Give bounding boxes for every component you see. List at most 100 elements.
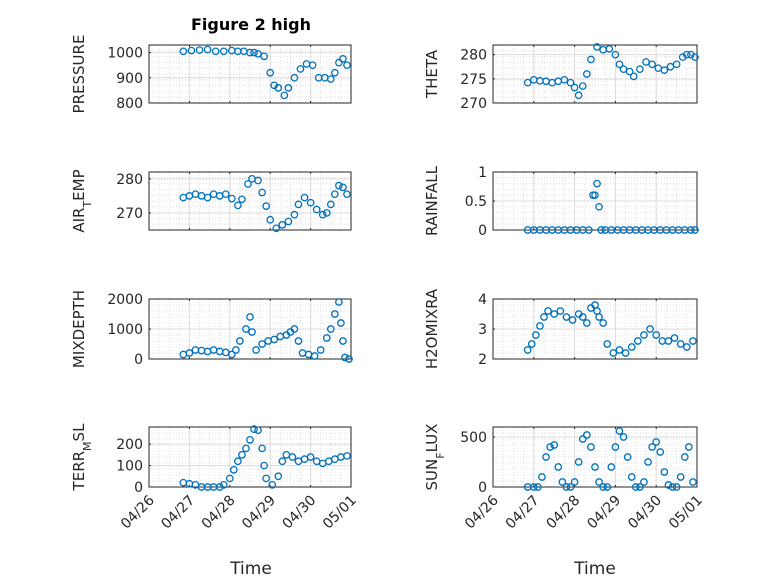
data-point — [343, 61, 351, 70]
data-point — [648, 60, 656, 69]
x-tick-label: 04/27 — [503, 493, 543, 533]
data-point — [578, 82, 587, 90]
y-tick-label: 270 — [460, 96, 487, 112]
x-tick-label: 04/28 — [544, 493, 584, 533]
data-point — [682, 343, 691, 351]
data-point — [591, 463, 599, 471]
y-tick-label: 1 — [478, 165, 487, 181]
data-point — [538, 473, 546, 481]
x-tick-label: 04/26 — [118, 492, 158, 532]
data-point — [234, 457, 242, 466]
y-tick-label: 100 — [116, 459, 143, 475]
y-tick-label: 280 — [116, 172, 143, 188]
data-point — [687, 226, 695, 234]
data-point — [244, 180, 252, 188]
data-point — [312, 205, 321, 214]
data-point — [258, 444, 266, 453]
data-point — [672, 483, 681, 491]
data-point — [627, 473, 636, 481]
data-point — [560, 75, 569, 84]
y-tick-label: 270 — [116, 206, 143, 222]
data-point — [599, 45, 608, 54]
data-point — [642, 58, 650, 66]
data-point — [294, 200, 303, 209]
data-point — [252, 346, 260, 354]
data-point — [570, 83, 579, 92]
data-point — [262, 202, 271, 210]
data-point — [203, 347, 212, 356]
data-point — [660, 66, 669, 74]
data-point — [668, 483, 677, 491]
data-point — [345, 355, 353, 363]
data-point — [529, 483, 538, 491]
data-point — [629, 72, 638, 81]
data-point — [227, 350, 236, 359]
data-point — [288, 453, 297, 461]
data-point — [550, 310, 559, 318]
y-axis-sun_flux-label: SUNFLUX — [423, 424, 447, 491]
data-point — [179, 478, 188, 487]
x-tick-label: 04/30 — [280, 493, 320, 533]
y-axis-pressure-label: PRESSURE — [70, 35, 88, 114]
y-tick-label: 275 — [460, 72, 487, 88]
x-tick-label: 04/30 — [625, 493, 665, 533]
data-point — [290, 73, 299, 82]
data-point — [664, 481, 673, 489]
data-point — [272, 224, 281, 233]
data-point — [603, 483, 612, 491]
data-point — [229, 466, 238, 474]
figure-title: Figure 2 high — [191, 15, 311, 34]
data-point — [574, 91, 583, 100]
data-point — [631, 483, 640, 491]
y-tick-label: 4 — [478, 292, 487, 308]
data-point — [585, 226, 593, 234]
subplot-h2omixra: 2 3 4 H2OMIXRA — [423, 288, 698, 369]
y-tick-label: 800 — [116, 96, 143, 112]
data-point — [203, 45, 212, 54]
y-tick-label: 500 — [460, 430, 487, 446]
data-point — [246, 48, 254, 57]
data-point — [568, 316, 577, 324]
data-point — [221, 190, 230, 199]
data-point — [582, 319, 591, 327]
data-point — [607, 463, 616, 471]
axes-box — [148, 44, 352, 104]
y-tick-label: 900 — [116, 71, 143, 87]
data-point — [646, 325, 654, 333]
data-point — [609, 349, 618, 357]
data-point — [179, 47, 188, 56]
data-point — [540, 313, 548, 321]
data-point — [284, 84, 293, 92]
data-point — [666, 62, 675, 71]
data-point — [689, 337, 697, 345]
data-point — [566, 483, 575, 491]
data-point — [648, 443, 656, 451]
data-point — [534, 483, 542, 491]
data-point — [266, 68, 275, 77]
data-point — [621, 349, 630, 357]
data-point — [691, 53, 699, 61]
data-point — [680, 453, 689, 461]
subplot-mixdepth: 0 1000 2000 MIXDEPTH — [70, 290, 353, 368]
data-point — [587, 55, 595, 64]
data-point — [246, 436, 254, 444]
data-point — [262, 474, 271, 483]
data-point — [302, 60, 311, 68]
data-point — [330, 190, 339, 199]
data-point — [676, 340, 685, 348]
data-point — [593, 179, 601, 188]
data-point — [248, 328, 256, 336]
axes-box — [148, 171, 352, 231]
data-point — [595, 478, 603, 486]
data-point — [566, 78, 575, 87]
data-point — [260, 52, 268, 61]
data-point — [250, 48, 258, 57]
data-point — [211, 47, 220, 56]
data-point — [280, 91, 289, 100]
data-point — [209, 346, 218, 354]
data-point — [274, 472, 283, 481]
data-point — [558, 478, 567, 486]
data-point — [322, 334, 331, 342]
data-point — [615, 427, 624, 435]
data-point — [587, 443, 595, 451]
